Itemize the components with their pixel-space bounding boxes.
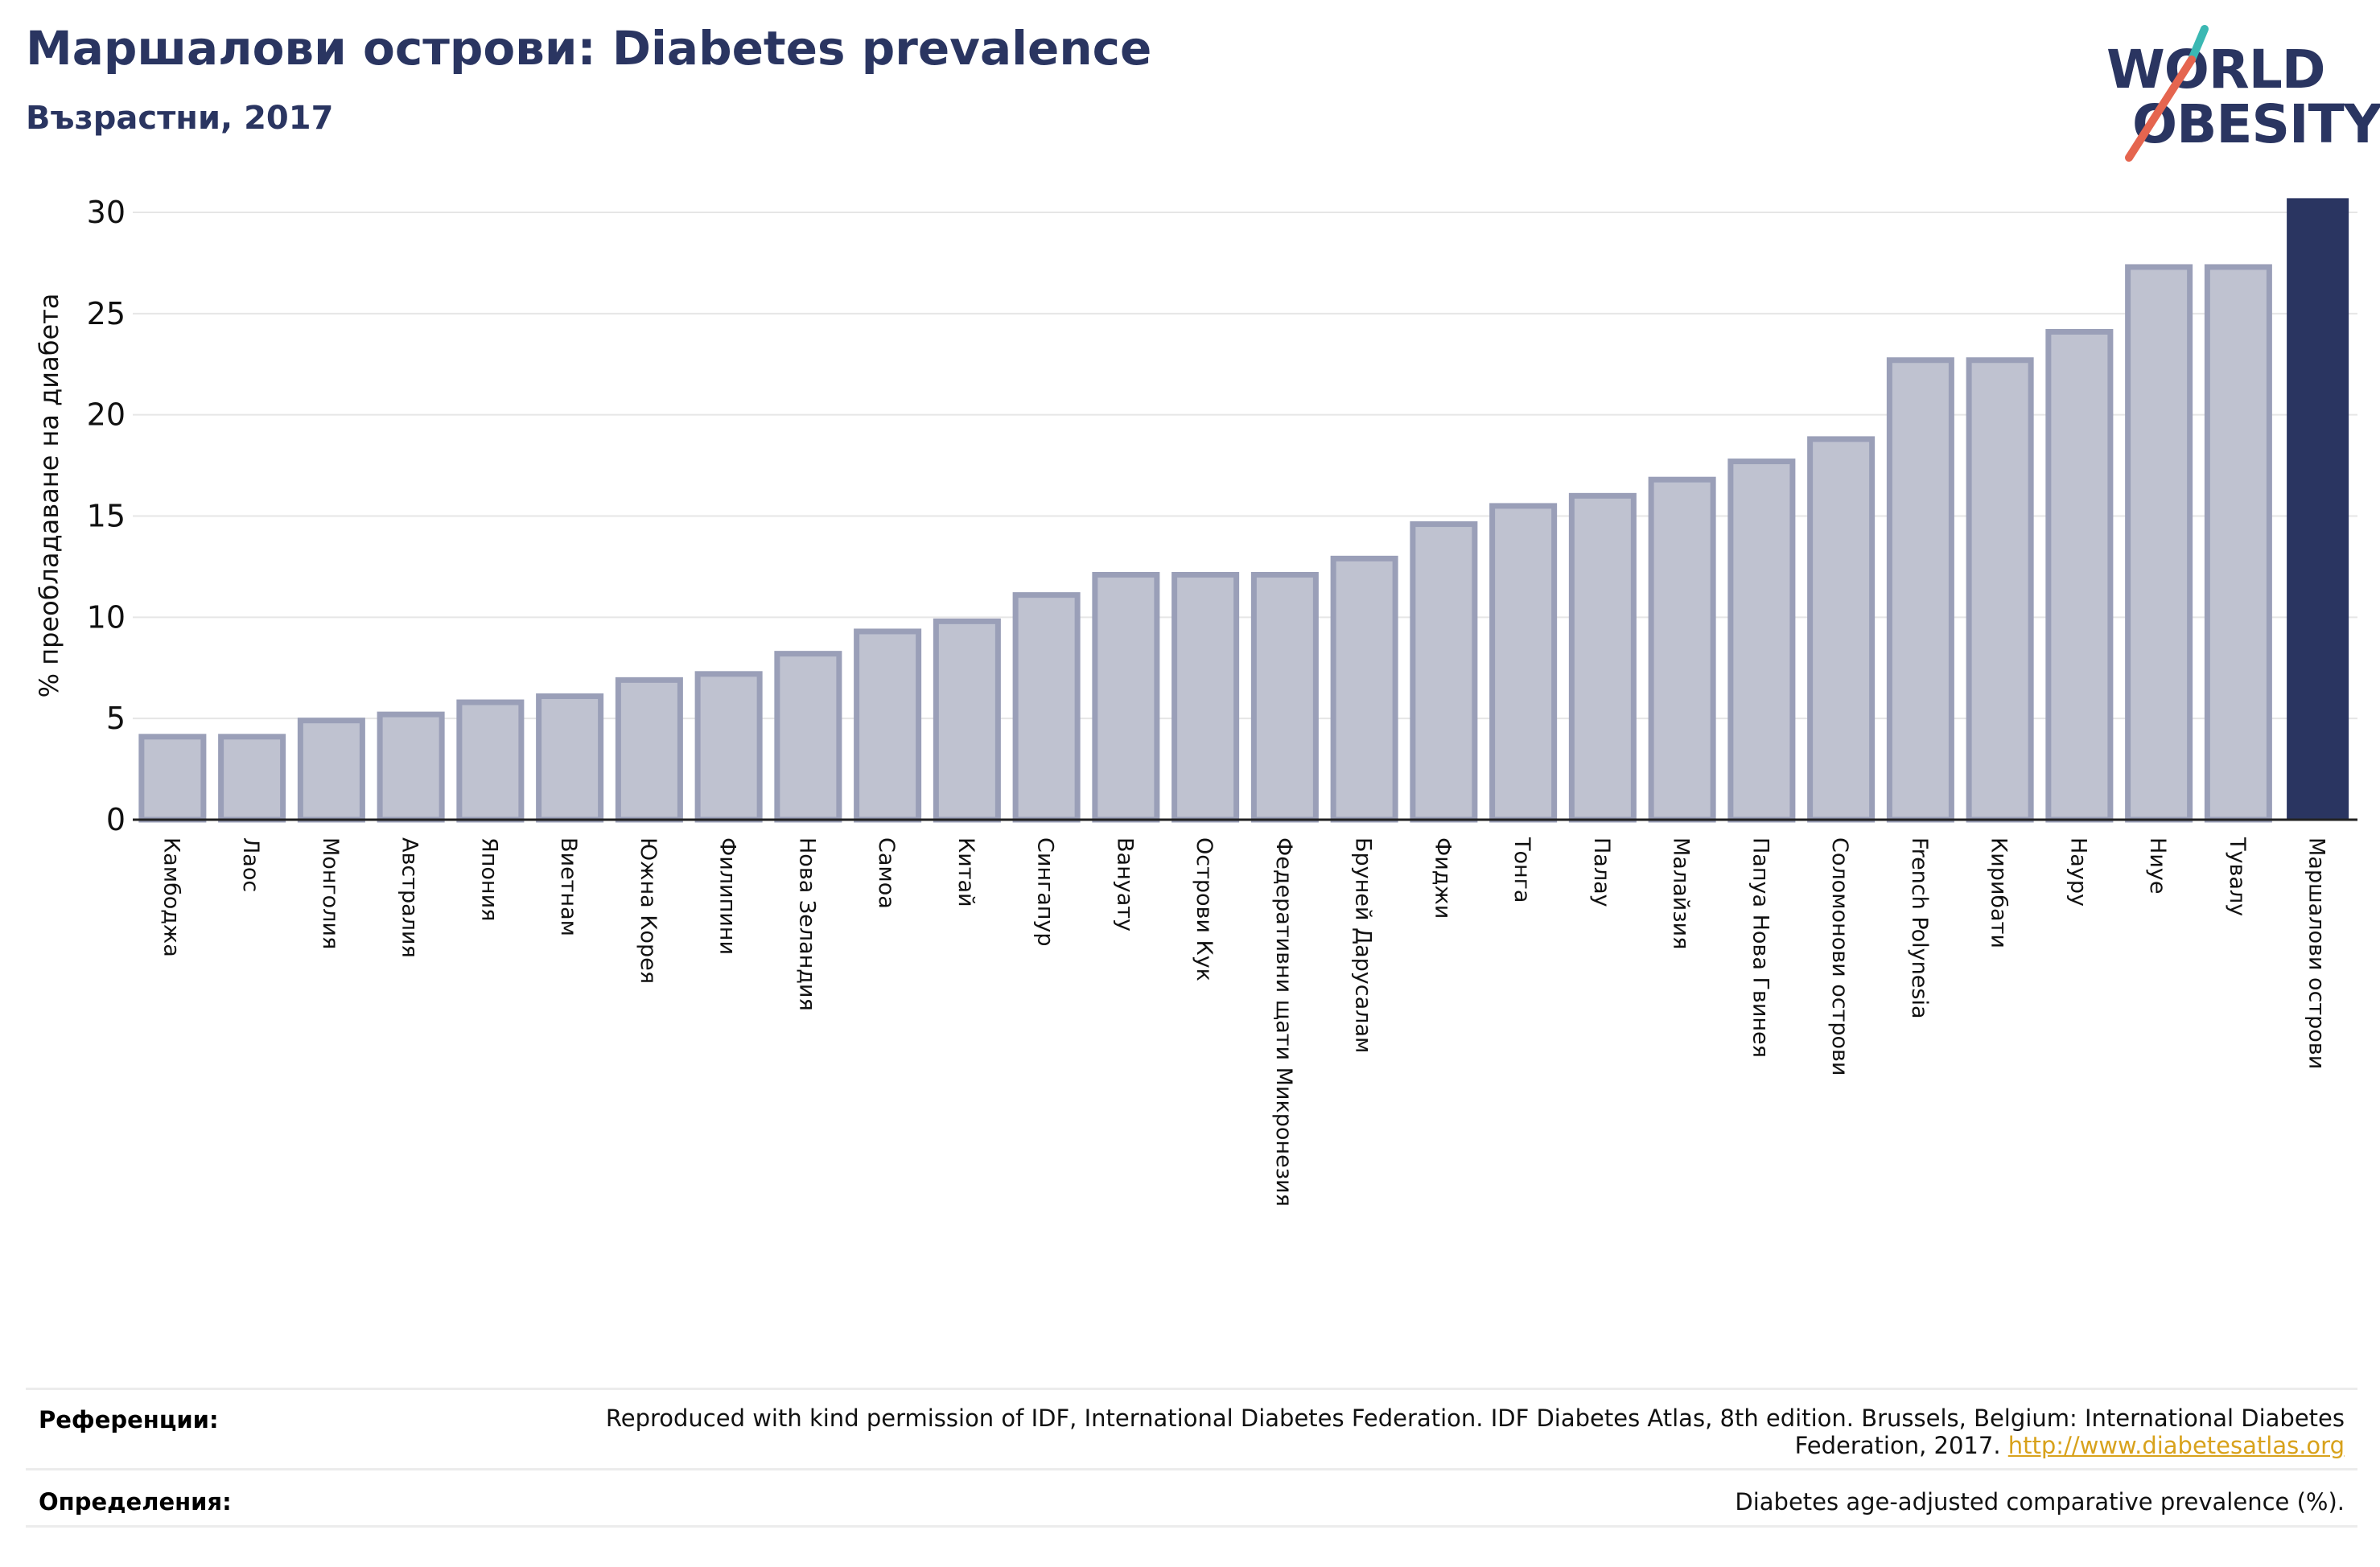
x-tick-label: Острови Кук xyxy=(1192,837,1217,981)
definitions-row: Определения: Diabetes age-adjusted compa… xyxy=(26,1468,2357,1528)
references-row: Референции: Reproduced with kind permiss… xyxy=(26,1388,2357,1468)
references-label: Референции: xyxy=(39,1406,219,1433)
bar xyxy=(1568,492,1637,823)
x-tick-label: French Polynesia xyxy=(1907,837,1932,1019)
chart-subtitle: Възрастни, 2017 xyxy=(26,100,334,137)
world-obesity-logo: WORLD OBESITY xyxy=(2092,21,2380,171)
x-tick-label: Монголия xyxy=(318,837,343,949)
bar xyxy=(854,628,922,823)
x-tick-label: Виетнам xyxy=(556,837,581,936)
x-tick-label: Австралия xyxy=(397,837,422,958)
x-tick-label: Япония xyxy=(476,837,501,921)
x-tick-label: Палау xyxy=(1589,837,1614,907)
y-axis-label: % преобладаване на диабета xyxy=(34,294,64,698)
bar xyxy=(536,693,604,823)
x-tick-label: Лаос xyxy=(238,837,263,892)
bar-chart: 0 5 10 15 20 25 30 Камбоджа Лаос Монголия Австрали… xyxy=(34,195,2357,1207)
bar xyxy=(2045,328,2114,823)
y-tick-label: 20 xyxy=(87,397,126,433)
x-tick-label: Тонга xyxy=(1509,837,1534,903)
bar xyxy=(1727,459,1796,823)
logo-slash-icon xyxy=(2125,25,2209,162)
bar xyxy=(2204,264,2272,823)
bar xyxy=(377,711,445,823)
x-tick-label: Бруней Дарусалам xyxy=(1351,837,1376,1053)
bar xyxy=(615,677,683,823)
x-tick-label: Маршалови острови xyxy=(2304,837,2329,1069)
bar xyxy=(1092,571,1160,823)
axes: 0 5 10 15 20 25 30 Камбоджа Лаос Монголия Австрали… xyxy=(87,195,2357,1207)
bar xyxy=(1012,592,1081,823)
y-tick-label: 0 xyxy=(106,802,126,837)
x-tick-label: Науру xyxy=(2065,837,2090,907)
bar xyxy=(1966,357,2034,823)
x-tick-label: Кирибати xyxy=(1987,837,2011,948)
references-link[interactable]: http://www.diabetesatlas.org xyxy=(2007,1432,2345,1459)
bar xyxy=(138,734,207,823)
y-tick-label: 15 xyxy=(87,499,126,534)
bar xyxy=(2125,264,2193,823)
x-tick-label: Фиджи xyxy=(1430,837,1455,919)
x-tick-label: Тувалу xyxy=(2225,837,2250,916)
x-tick-label: Южна Корея xyxy=(636,837,661,984)
bar xyxy=(218,734,286,823)
x-tick-label: Соломонови острови xyxy=(1827,837,1852,1076)
bar xyxy=(1489,503,1558,823)
bar xyxy=(694,671,763,823)
definitions-text: Diabetes age-adjusted comparative preval… xyxy=(1735,1488,2345,1516)
x-tick-label: Филипини xyxy=(715,837,740,955)
y-tick-label: 5 xyxy=(106,701,126,736)
definitions-label: Определения: xyxy=(39,1488,232,1516)
bars xyxy=(138,198,2349,823)
logo-word-obesity: OBESITY xyxy=(2132,93,2380,155)
bar xyxy=(1330,555,1398,823)
bar xyxy=(774,651,842,823)
y-tick-label: 30 xyxy=(87,195,126,230)
logo-word-world: WORLD xyxy=(2106,39,2326,101)
x-tick-label: Вануату xyxy=(1112,837,1137,932)
bar xyxy=(297,718,365,823)
x-tick-label: Федеративни щати Микронезия xyxy=(1271,837,1296,1207)
references-body: Reproduced with kind permission of IDF, … xyxy=(605,1405,2345,1459)
bar xyxy=(1171,571,1240,823)
chart-title: Маршалови острови: Diabetes prevalence xyxy=(26,21,1152,76)
x-tick-label: Малайзия xyxy=(1669,837,1694,949)
bar xyxy=(933,618,1001,823)
x-tick-label: Камбоджа xyxy=(159,837,183,957)
references-text: Reproduced with kind permission of IDF, … xyxy=(574,1405,2345,1459)
bar xyxy=(1410,521,1478,823)
x-tick-label: Сингапур xyxy=(1033,837,1058,947)
x-tick-label: Нова Зеландия xyxy=(794,837,819,1011)
x-tick-label: Китай xyxy=(953,837,978,907)
bar xyxy=(1250,571,1319,823)
bar xyxy=(456,699,525,823)
y-tick-label: 10 xyxy=(87,599,126,635)
bar xyxy=(2287,198,2349,821)
bar xyxy=(1886,357,1954,823)
x-tick-label: Ниуе xyxy=(2145,837,2170,894)
y-tick-label: 25 xyxy=(87,296,126,331)
x-tick-label: Папуа Нова Гвинея xyxy=(1748,837,1773,1058)
bar xyxy=(1807,436,1876,823)
x-tick-label: Самоа xyxy=(874,837,899,909)
bar xyxy=(1648,476,1716,823)
